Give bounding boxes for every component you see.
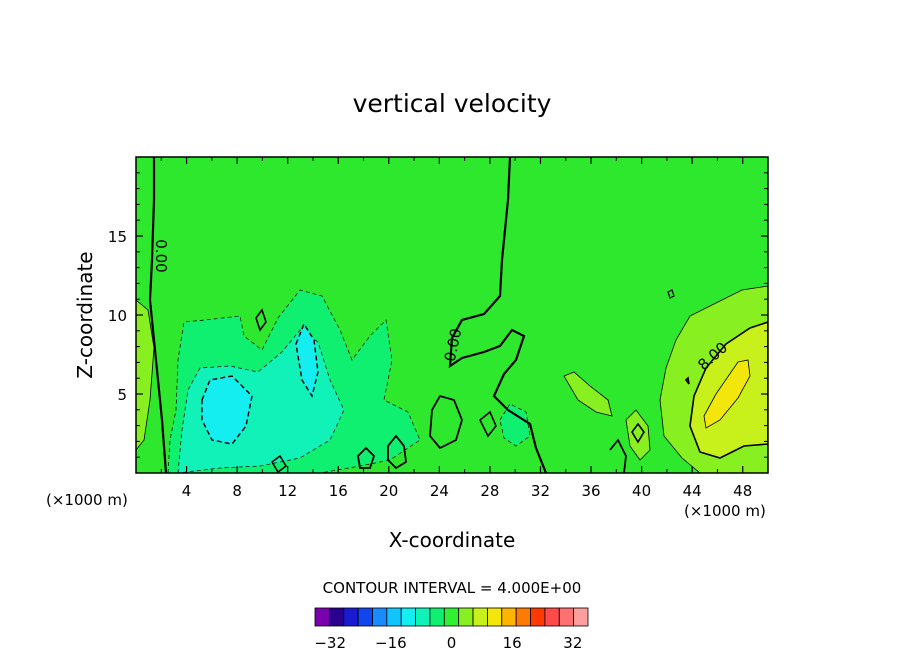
zero-contour-blob1 [429, 394, 463, 450]
region-pos12 [703, 359, 751, 429]
colorbar-swatch [501, 607, 517, 627]
zero-contour-blob5 [270, 454, 288, 473]
x-tick-label: 16 [329, 482, 348, 500]
zero-contour-blob4 [255, 308, 267, 332]
x-tick-label: 20 [379, 482, 398, 500]
colorbar-swatch [544, 607, 560, 627]
colorbar-tick-label: 0 [447, 634, 457, 652]
x-tick-label: 44 [683, 482, 702, 500]
x-tick-label: 36 [581, 482, 600, 500]
region-pos4-left [563, 371, 613, 417]
zero-contour-blob6 [478, 410, 497, 438]
region-neg12 [201, 375, 253, 445]
colorbar-swatch [328, 607, 345, 627]
colorbar-swatch [530, 607, 546, 627]
zero-contour-right [609, 438, 627, 473]
colorbar-swatch [573, 607, 589, 627]
colorbar-swatch [415, 607, 431, 627]
contour-field: 0.00 0.00 8.00 [136, 157, 768, 473]
x-tick-label: 28 [480, 482, 499, 500]
zero-contour-small-right [631, 422, 645, 444]
y-axis-ticks: 5 10 15 [108, 172, 768, 458]
x-axis-label: X-coordinate [389, 528, 516, 552]
x-tick-label: 32 [531, 482, 550, 500]
colorbar-tick-label: −32 [314, 634, 346, 652]
region-neg4-right [499, 403, 531, 447]
zero-contour-tiny [667, 289, 675, 299]
colorbar-swatch [357, 607, 373, 627]
x-tick-label: 8 [232, 482, 242, 500]
zero-contour-blob2 [387, 434, 407, 470]
colorbar-swatch [515, 607, 531, 627]
colorbar-swatch [429, 607, 445, 627]
y-tick-label: 5 [117, 386, 127, 404]
x-tick-label: 40 [632, 482, 651, 500]
colorbar-swatch [472, 607, 488, 627]
y-axis-label: Z-coordinate [73, 251, 97, 378]
y-tick-label: 15 [108, 228, 127, 246]
colorbar-tick-label: 32 [563, 634, 582, 652]
colorbar-tick-label: −16 [375, 634, 407, 652]
colorbar-swatch [458, 607, 474, 627]
colorbar-swatch [443, 607, 460, 627]
x-tick-label: 4 [182, 482, 192, 500]
colorbar-swatch [487, 607, 503, 627]
zero-contour-blob3 [357, 446, 376, 469]
region-neg12-small [295, 322, 319, 398]
zero-contour-left [148, 157, 168, 473]
region-pos4-small [136, 299, 155, 451]
x-tick-label: 48 [733, 482, 752, 500]
x-axis-ticks: 4 8 12 16 20 24 28 32 36 40 44 48 [160, 157, 752, 500]
colorbar-swatch [343, 607, 359, 627]
contour-label-left: 0.00 [152, 239, 170, 272]
colorbar: −32 −16 0 16 32 [314, 607, 589, 652]
colorbar-swatch [372, 607, 388, 627]
x-tick-label: 12 [278, 482, 297, 500]
x-tick-label: 24 [430, 482, 449, 500]
colorbar-swatch [400, 607, 416, 627]
contour-interval-label: CONTOUR INTERVAL = 4.000E+00 [323, 579, 582, 597]
zero-contour-dot [684, 376, 690, 385]
chart-title: vertical velocity [353, 89, 552, 118]
colorbar-swatch [386, 607, 402, 627]
colorbar-swatch [558, 607, 575, 627]
y-tick-label: 10 [108, 307, 127, 325]
colorbar-tick-label: 16 [503, 634, 522, 652]
region-pos4-mid [625, 409, 651, 461]
x-unit-left: (×1000 m) [46, 491, 128, 509]
zero-contour-middle [448, 157, 548, 473]
colorbar-swatch [314, 607, 330, 627]
x-unit-right: (×1000 m) [684, 502, 766, 520]
